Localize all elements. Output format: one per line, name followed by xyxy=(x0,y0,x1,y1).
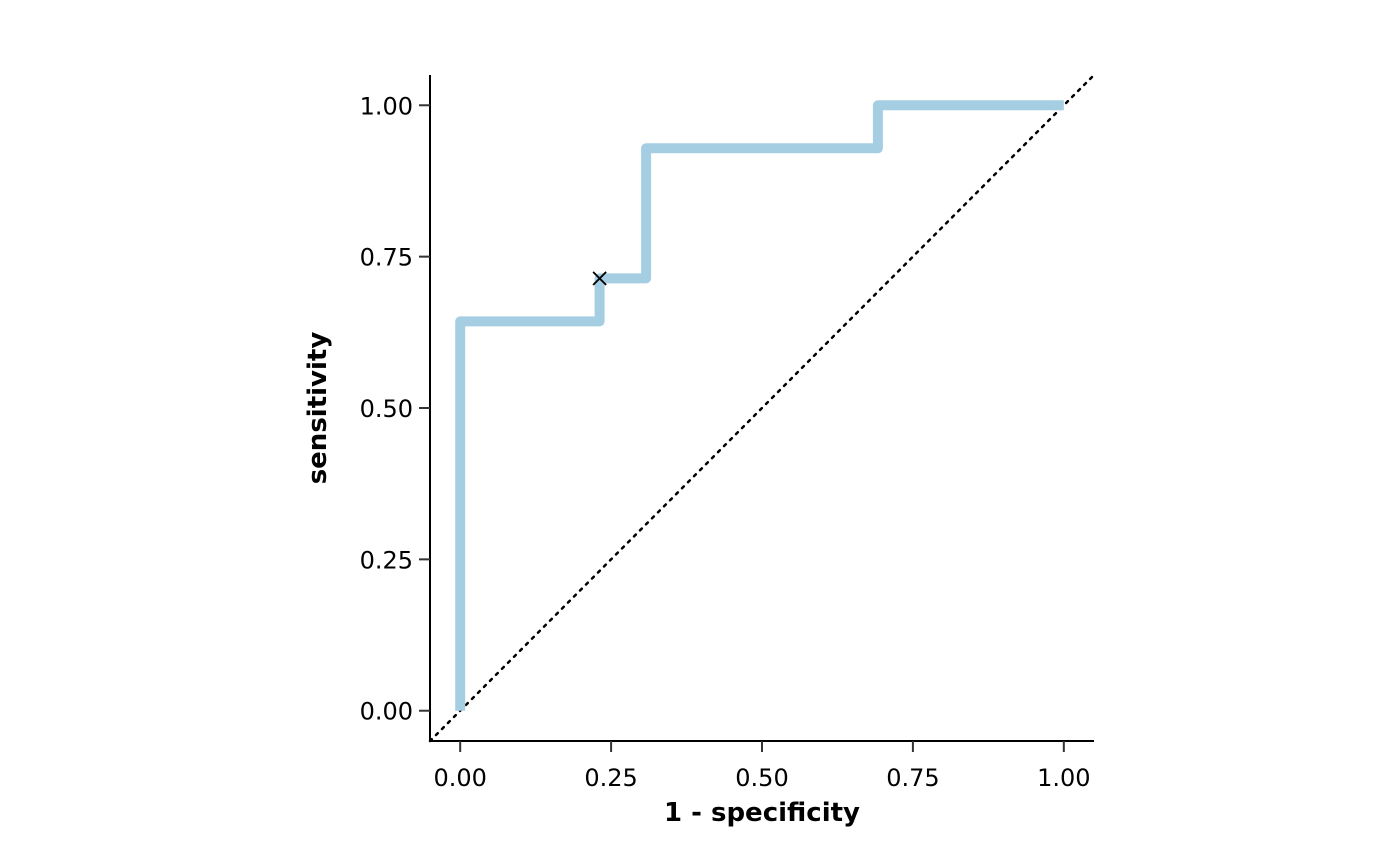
y-tick-label-2: 0.50 xyxy=(360,395,413,423)
roc-curve-line-0 xyxy=(455,100,1064,711)
y-tick-label-0: 0.00 xyxy=(360,698,413,726)
y-tick-label-4: 1.00 xyxy=(360,92,413,120)
axes-layer: 0.00 0.25 0.50 0.75 1.00 0.00 0.25 0.50 0.75 1.00 xyxy=(360,75,1094,792)
marker-stroke-2 xyxy=(592,271,607,286)
x-tick-label-2: 0.50 xyxy=(735,764,788,792)
y-axis-title: sensitivity xyxy=(303,332,333,485)
x-tick-label-1: 0.25 xyxy=(584,764,637,792)
x-axis-title: 1 - specificity xyxy=(664,798,860,828)
x-tick-label-0: 0.00 xyxy=(433,764,486,792)
reference-diagonal-line xyxy=(428,73,1096,743)
optimal-point-marker xyxy=(592,271,607,286)
y-tick-label-3: 0.75 xyxy=(360,244,413,272)
x-tick-label-3: 0.75 xyxy=(886,764,939,792)
y-tick-label-1: 0.25 xyxy=(360,546,413,574)
reference-layer xyxy=(428,73,1096,743)
series-layer xyxy=(455,100,1064,711)
x-tick-label-4: 1.00 xyxy=(1037,764,1090,792)
marker-layer xyxy=(592,271,607,286)
